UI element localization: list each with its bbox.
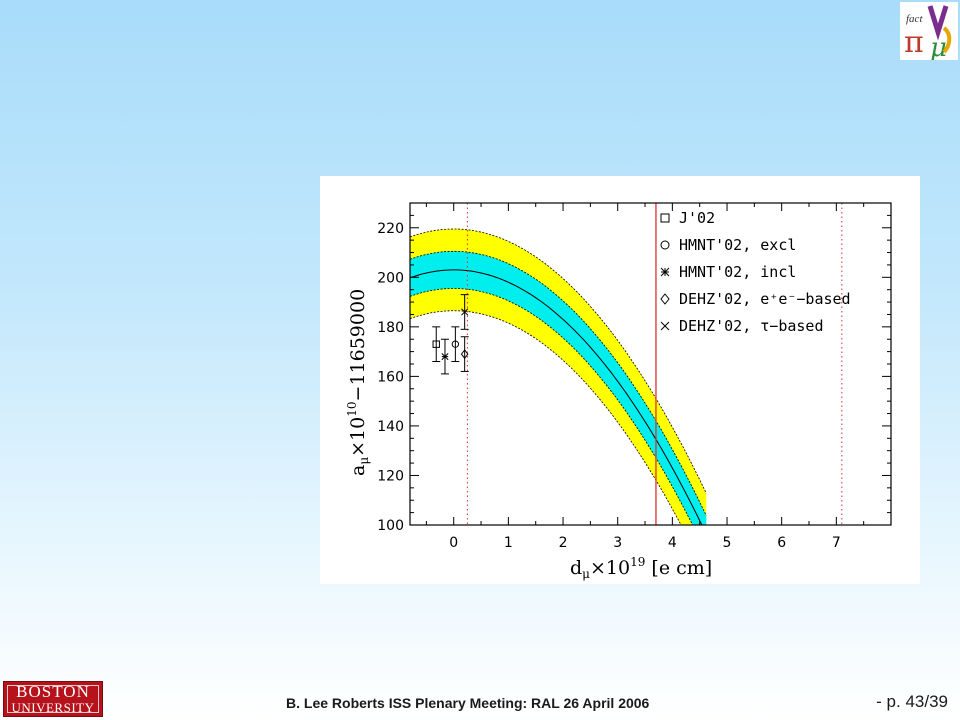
band-inner-upper-edge — [410, 250, 707, 516]
x-tick-label: 7 — [832, 535, 841, 551]
boston-university-logo: BOSTON UNIVERSITY — [3, 681, 103, 717]
x-tick-label: 0 — [449, 535, 458, 551]
legend-marker-diamond — [660, 293, 670, 305]
logo-line-1: BOSTON — [16, 682, 90, 701]
y-tick-label: 160 — [377, 369, 404, 385]
x-axis-label: dμ×1019 [e cm] — [570, 555, 712, 581]
data-point-star — [441, 353, 449, 361]
band-inner — [410, 251, 707, 525]
chart: 0 1 2 3 4 5 6 7 100 120 140 160 180 200 220 J'02 HMNT'0… — [345, 202, 892, 581]
x-tick-label: 6 — [777, 535, 786, 551]
legend-label: HMNT'02, excl — [679, 236, 796, 254]
band-inner-lower-edge — [410, 288, 694, 525]
legend-label: HMNT'02, incl — [679, 263, 796, 281]
data-point-diamond — [460, 349, 469, 360]
y-tick-label: 180 — [377, 320, 404, 336]
band-outer-upper-edge — [410, 228, 707, 494]
data-point-square — [432, 340, 440, 348]
y-tick-label: 100 — [377, 518, 404, 534]
y-tick-label: 220 — [377, 221, 404, 237]
legend-marker-square — [660, 213, 670, 223]
data-point-x — [461, 308, 469, 316]
fact-logo-text: fact — [906, 13, 923, 25]
y-axis-label: aμ×1010−11659000 — [345, 289, 371, 476]
x-tick-label: 2 — [559, 535, 568, 551]
legend-marker-star — [660, 267, 670, 277]
svg-text:μ: μ — [930, 33, 947, 60]
band-outer — [410, 229, 707, 525]
y-tick-label: 200 — [377, 270, 404, 286]
band-outer-lower-edge — [410, 310, 682, 525]
fact-logo: fact π μ — [900, 2, 958, 60]
x-tick-label: 1 — [504, 535, 513, 551]
y-tick-label: 140 — [377, 419, 404, 435]
logo-line-2: UNIVERSITY — [11, 700, 95, 715]
footer-text: B. Lee Roberts ISS Plenary Meeting: RAL … — [286, 695, 650, 711]
data-point-circle — [451, 340, 460, 348]
svg-text:π: π — [904, 25, 924, 60]
legend-label: DEHZ'02, τ−based — [679, 317, 824, 335]
x-tick-label: 5 — [723, 535, 732, 551]
legend-marker-x — [660, 321, 670, 331]
page-number: - p. 43/39 — [876, 692, 948, 711]
legend-marker-circle — [660, 240, 670, 250]
y-tick-label: 120 — [377, 468, 404, 484]
central-curve — [410, 269, 703, 525]
x-tick-label: 4 — [668, 535, 677, 551]
legend-label: DEHZ'02, e⁺e⁻−based — [679, 290, 851, 308]
x-tick-label: 3 — [613, 535, 622, 551]
chart-panel: 0 1 2 3 4 5 6 7 100 120 140 160 180 200 220 J'02 HMNT'0… — [320, 176, 920, 584]
legend-label: J'02 — [679, 209, 715, 227]
